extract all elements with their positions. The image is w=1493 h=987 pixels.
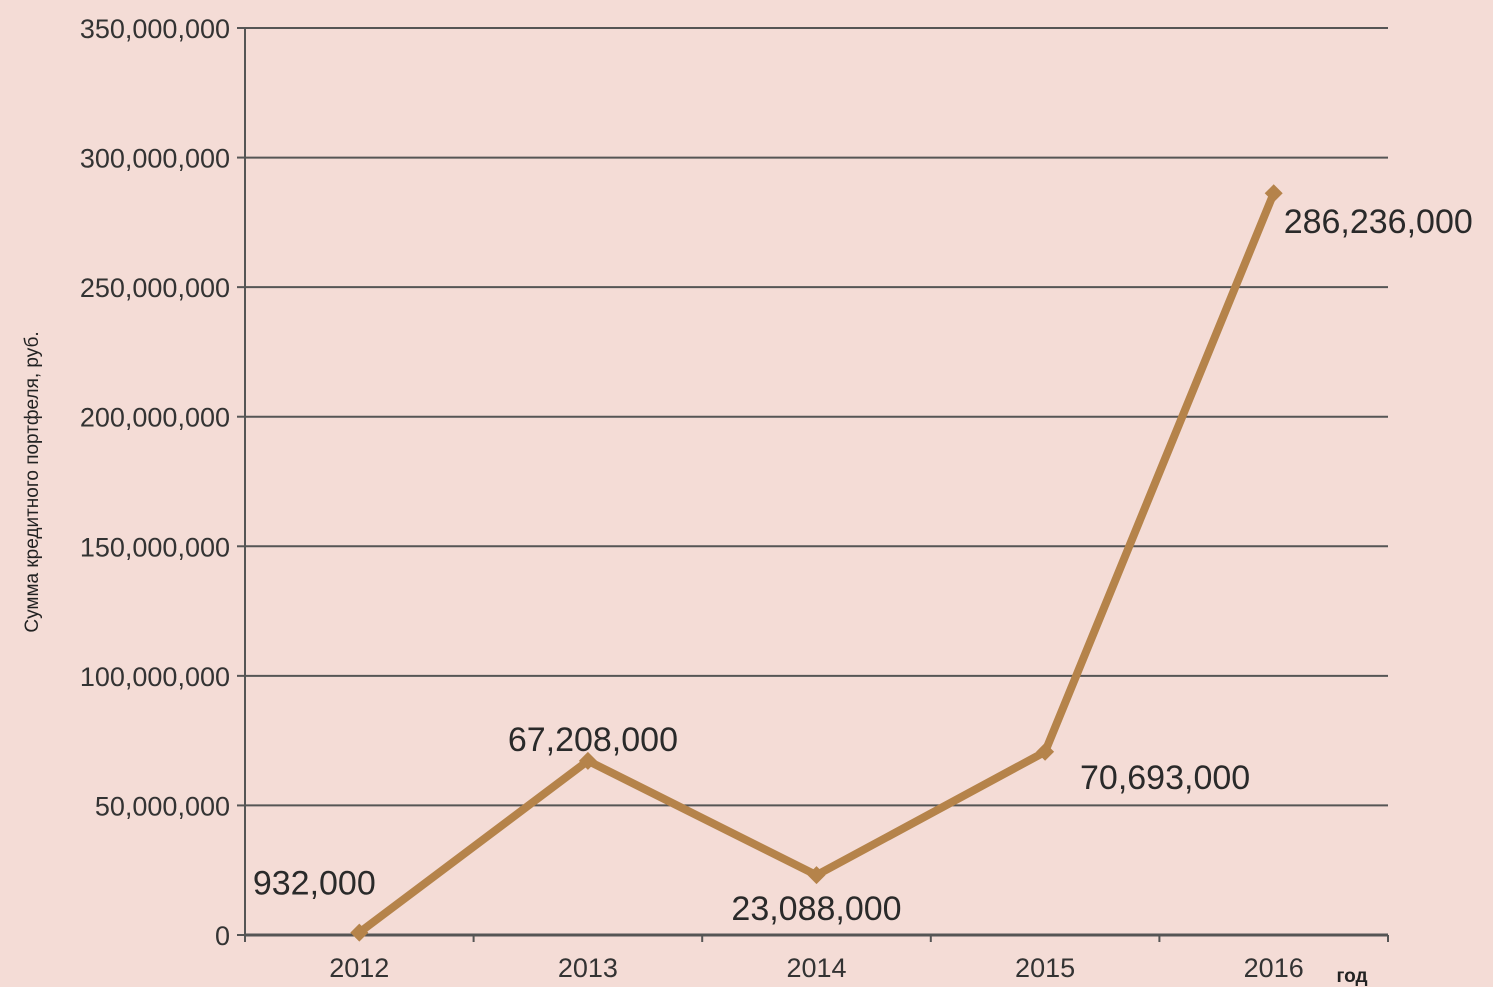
y-tick-label: 250,000,000 (80, 273, 230, 303)
y-tick-label: 300,000,000 (80, 144, 230, 174)
y-tick-label: 100,000,000 (80, 662, 230, 692)
data-labels: 932,000 67,208,000 23,088,000 70,693,000 286… (253, 203, 1473, 928)
data-label: 932,000 (253, 865, 376, 903)
data-label: 70,693,000 (1080, 759, 1250, 797)
y-tick-label: 50,000,000 (95, 791, 230, 821)
data-label: 286,236,000 (1284, 203, 1473, 241)
y-tick-label: 350,000,000 (80, 14, 230, 44)
x-tick-label: 2014 (786, 953, 846, 983)
y-axis-ticks: 0 50,000,000 100,000,000 150,000,000 200,000… (80, 14, 245, 951)
y-tick-label: 0 (215, 921, 230, 951)
gridlines (245, 27, 1388, 807)
y-axis-title: Сумма кредитного портфеля, руб. (22, 331, 43, 632)
y-tick-label: 150,000,000 (80, 532, 230, 562)
data-point-marker (1264, 184, 1283, 203)
data-point-marker (578, 751, 597, 770)
data-label: 67,208,000 (508, 721, 678, 759)
series-line (355, 189, 1278, 937)
data-point-marker (807, 866, 826, 885)
x-tick-label: 2012 (329, 953, 389, 983)
x-axis-unit-label: год (1336, 966, 1367, 987)
x-axis-ticks: 2012 2013 2014 2015 2016 (244, 935, 1389, 983)
data-point-marker (1036, 742, 1055, 761)
x-tick-label: 2016 (1244, 953, 1304, 983)
x-tick-label: 2015 (1015, 953, 1075, 983)
data-point-marker (350, 923, 369, 942)
x-tick-label: 2013 (558, 953, 618, 983)
series-group (350, 184, 1283, 942)
data-label: 23,088,000 (731, 890, 901, 928)
y-tick-label: 200,000,000 (80, 403, 230, 433)
